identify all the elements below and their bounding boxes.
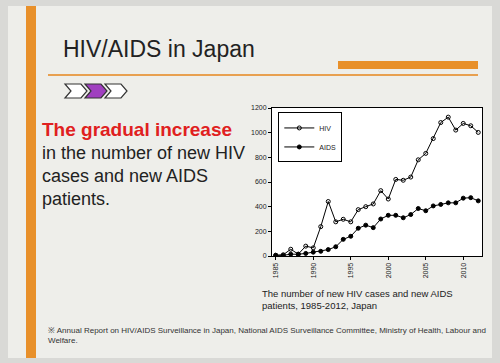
svg-text:600: 600 (255, 178, 267, 185)
svg-text:1200: 1200 (251, 104, 267, 111)
svg-text:2005: 2005 (422, 263, 429, 279)
svg-text:1000: 1000 (251, 129, 267, 136)
svg-text:2010: 2010 (460, 263, 467, 279)
svg-text:HIV: HIV (319, 125, 331, 132)
svg-text:1985: 1985 (272, 263, 279, 279)
svg-text:1995: 1995 (347, 263, 354, 279)
svg-text:1990: 1990 (310, 263, 317, 279)
html-text:※ Annual Report on HIV/AIDS Su: ※ Annual Report on HIV/AIDS Surveillance… (48, 326, 486, 345)
svg-text:200: 200 (255, 228, 267, 235)
svg-text:800: 800 (255, 154, 267, 161)
html-text:The number of new HIV cases an: The number of new HIV cases and new AIDS… (262, 288, 453, 311)
svg-text:400: 400 (255, 203, 267, 210)
html-text:HIV/AIDS in Japan: HIV/AIDS in Japan (63, 36, 255, 62)
svg-text:0: 0 (263, 252, 267, 259)
svg-text:2000: 2000 (385, 263, 392, 279)
html-text:The gradual increase: The gradual increase (42, 119, 233, 140)
svg-text:AIDS: AIDS (319, 144, 336, 151)
html-text:in the number of new HIV cases: in the number of new HIV cases and new A… (42, 143, 246, 209)
